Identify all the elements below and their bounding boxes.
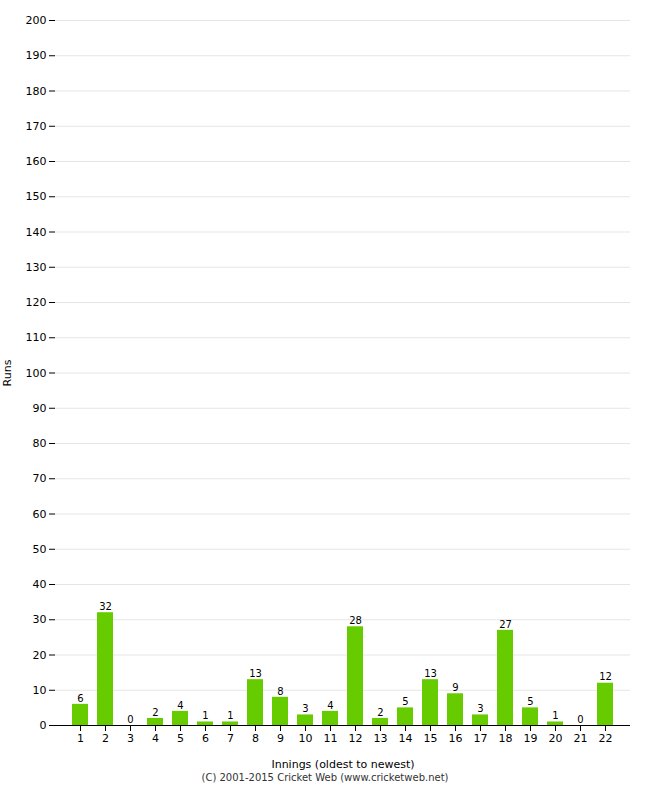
svg-text:5: 5 xyxy=(527,696,533,707)
svg-text:19: 19 xyxy=(524,732,538,745)
svg-text:3: 3 xyxy=(302,703,308,714)
svg-text:4: 4 xyxy=(327,700,333,711)
svg-text:13: 13 xyxy=(424,668,437,679)
svg-text:1: 1 xyxy=(77,732,84,745)
svg-text:Runs: Runs xyxy=(1,359,14,386)
svg-text:2: 2 xyxy=(377,707,383,718)
svg-text:8: 8 xyxy=(277,686,283,697)
svg-text:2: 2 xyxy=(152,707,158,718)
svg-text:150: 150 xyxy=(26,190,47,203)
svg-text:140: 140 xyxy=(26,226,47,239)
svg-text:100: 100 xyxy=(26,367,47,380)
html-text:(C) 2001-2015 Cricket Web (www: (C) 2001-2015 Cricket Web (www.cricketwe… xyxy=(201,772,449,783)
svg-text:13: 13 xyxy=(374,732,388,745)
svg-text:30: 30 xyxy=(33,613,47,626)
svg-text:16: 16 xyxy=(449,732,463,745)
svg-text:60: 60 xyxy=(33,508,47,521)
svg-text:1: 1 xyxy=(552,710,558,721)
svg-text:1: 1 xyxy=(202,710,208,721)
svg-text:80: 80 xyxy=(33,437,47,450)
svg-text:5: 5 xyxy=(177,732,184,745)
svg-text:6: 6 xyxy=(202,732,209,745)
svg-text:13: 13 xyxy=(249,668,262,679)
svg-text:1: 1 xyxy=(227,710,233,721)
svg-text:15: 15 xyxy=(424,732,438,745)
svg-text:10: 10 xyxy=(33,684,47,697)
svg-text:4: 4 xyxy=(177,700,183,711)
svg-text:90: 90 xyxy=(33,402,47,415)
svg-text:5: 5 xyxy=(402,696,408,707)
svg-text:20: 20 xyxy=(33,649,47,662)
svg-text:12: 12 xyxy=(599,671,612,682)
svg-text:12: 12 xyxy=(349,732,363,745)
svg-text:3: 3 xyxy=(477,703,483,714)
svg-text:70: 70 xyxy=(33,472,47,485)
svg-text:8: 8 xyxy=(252,732,259,745)
svg-text:200: 200 xyxy=(26,14,47,27)
svg-text:9: 9 xyxy=(452,682,458,693)
svg-text:2: 2 xyxy=(102,732,109,745)
svg-text:27: 27 xyxy=(499,619,512,630)
svg-text:28: 28 xyxy=(349,615,362,626)
svg-text:17: 17 xyxy=(474,732,488,745)
svg-text:40: 40 xyxy=(33,578,47,591)
svg-text:6: 6 xyxy=(77,693,83,704)
svg-text:0: 0 xyxy=(577,714,583,725)
svg-text:170: 170 xyxy=(26,120,47,133)
svg-text:20: 20 xyxy=(549,732,563,745)
svg-text:22: 22 xyxy=(599,732,613,745)
svg-text:110: 110 xyxy=(26,331,47,344)
svg-text:3: 3 xyxy=(127,732,134,745)
svg-text:190: 190 xyxy=(26,49,47,62)
svg-text:7: 7 xyxy=(227,732,234,745)
svg-text:130: 130 xyxy=(26,261,47,274)
svg-text:50: 50 xyxy=(33,543,47,556)
svg-text:0: 0 xyxy=(127,714,133,725)
svg-text:0: 0 xyxy=(40,719,47,732)
svg-text:21: 21 xyxy=(574,732,588,745)
svg-text:4: 4 xyxy=(152,732,159,745)
svg-text:14: 14 xyxy=(399,732,413,745)
svg-text:18: 18 xyxy=(499,732,513,745)
svg-text:32: 32 xyxy=(99,601,112,612)
svg-text:Innings (oldest to newest): Innings (oldest to newest) xyxy=(271,758,414,771)
svg-text:180: 180 xyxy=(26,85,47,98)
svg-text:9: 9 xyxy=(277,732,284,745)
svg-text:160: 160 xyxy=(26,155,47,168)
svg-text:120: 120 xyxy=(26,296,47,309)
svg-text:10: 10 xyxy=(299,732,313,745)
svg-text:11: 11 xyxy=(324,732,338,745)
